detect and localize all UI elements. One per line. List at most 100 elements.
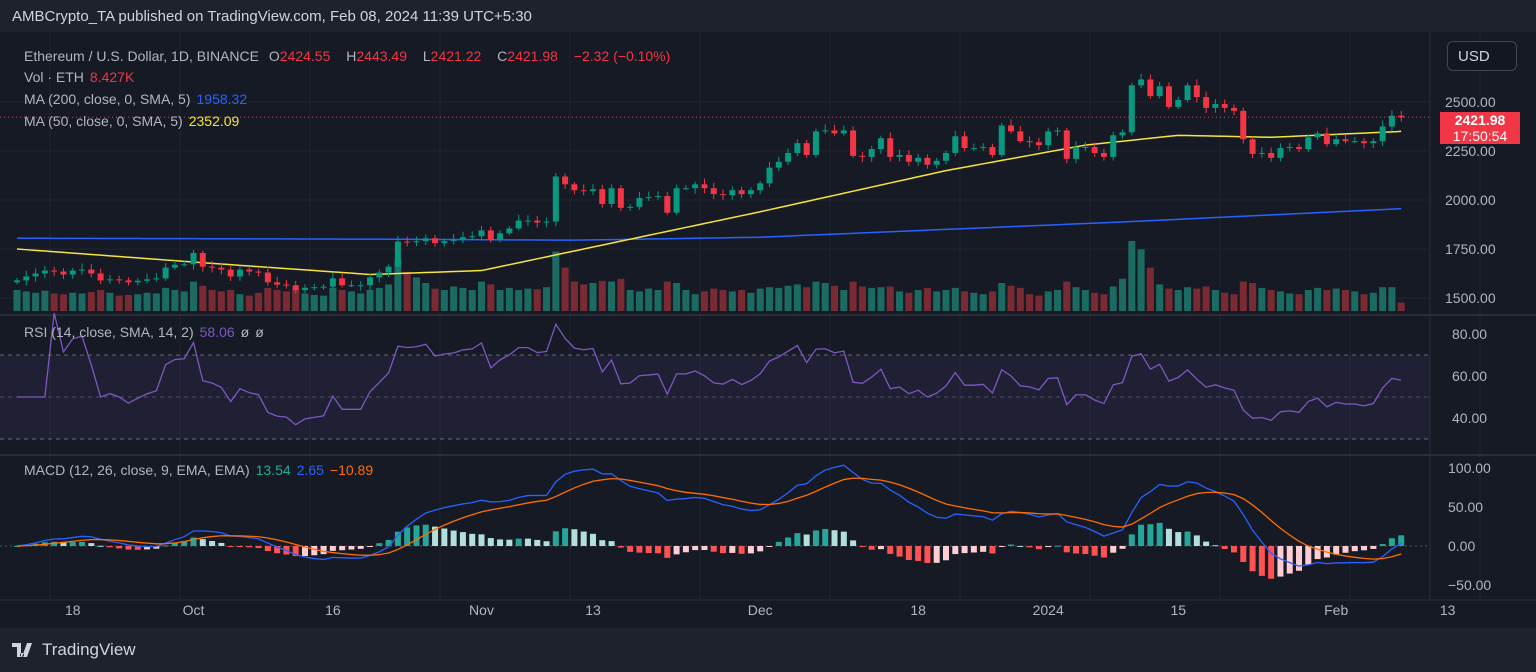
candle-body bbox=[385, 266, 392, 273]
macd-histogram-bar bbox=[868, 546, 875, 550]
macd-histogram-bar bbox=[850, 540, 857, 546]
candle-body bbox=[1054, 130, 1061, 132]
macd-histogram-bar bbox=[367, 546, 374, 547]
volume-bar bbox=[1314, 287, 1322, 311]
macd-histogram-bar bbox=[376, 543, 383, 546]
volume-bar bbox=[654, 290, 662, 311]
macd-histogram-bar bbox=[506, 539, 513, 546]
rsi-legend[interactable]: RSI (14, close, SMA, 14, 2) 58.06 ø ø bbox=[24, 324, 270, 340]
ma200-legend[interactable]: MA (200, close, 0, SMA, 5) 1958.32 bbox=[24, 91, 253, 107]
volume-bar bbox=[245, 295, 253, 311]
candle bbox=[209, 260, 216, 273]
macd-histogram-bar bbox=[469, 533, 476, 546]
candle-body bbox=[1221, 103, 1228, 108]
candle bbox=[97, 268, 104, 285]
volume-bar bbox=[738, 290, 746, 311]
last-price-tag: 2421.98 17:50:54 bbox=[1440, 112, 1520, 144]
high-value: 2443.49 bbox=[356, 48, 407, 64]
macd-histogram-bar bbox=[571, 529, 578, 546]
high-label: H bbox=[346, 48, 357, 64]
volume-bar bbox=[1035, 295, 1043, 311]
candle-body bbox=[181, 264, 188, 266]
volume-bar bbox=[970, 292, 978, 311]
low-value: 2421.22 bbox=[430, 48, 482, 64]
candle bbox=[69, 267, 76, 279]
candle bbox=[106, 275, 113, 284]
volume-bar bbox=[700, 291, 708, 311]
candle bbox=[729, 186, 736, 200]
volume-bar bbox=[682, 290, 690, 311]
volume-bar bbox=[282, 291, 290, 311]
tradingview-logo[interactable]: TradingView bbox=[12, 640, 136, 660]
ma50-legend[interactable]: MA (50, close, 0, SMA, 5) 2352.09 bbox=[24, 113, 245, 129]
macd-histogram-bar bbox=[264, 546, 271, 552]
chart-canvas[interactable]: 2500.00 2250.00 2000.00 1750.00 1500.00 80.00… bbox=[0, 32, 1536, 628]
price-axis-label: 2250.00 bbox=[1445, 143, 1496, 159]
candle-body bbox=[153, 278, 160, 280]
macd-histogram-bar bbox=[915, 546, 922, 561]
macd-histogram-bar bbox=[515, 538, 522, 546]
candle-body bbox=[116, 279, 123, 281]
volume-bar bbox=[273, 290, 281, 311]
macd-histogram-bar bbox=[943, 546, 949, 561]
candle-body bbox=[1147, 79, 1154, 97]
candle bbox=[497, 230, 504, 243]
ma50-line bbox=[16, 130, 1402, 276]
macd-histogram-bar bbox=[1388, 538, 1395, 546]
candle bbox=[812, 128, 819, 158]
candle-body bbox=[32, 273, 39, 277]
macd-histogram-bar bbox=[1379, 544, 1386, 546]
volume-bar bbox=[608, 281, 616, 311]
macd-histogram-bar bbox=[1342, 546, 1349, 553]
volume-bar bbox=[32, 292, 40, 311]
rsi-axis-label: 40.00 bbox=[1452, 410, 1487, 426]
candle bbox=[469, 231, 476, 241]
volume-bar bbox=[1156, 284, 1164, 311]
macd-axis-label: −50.00 bbox=[1448, 577, 1491, 593]
chart-area[interactable]: 2500.00 2250.00 2000.00 1750.00 1500.00 80.00… bbox=[0, 32, 1536, 628]
volume-bar bbox=[87, 292, 95, 311]
macd-histogram-bar bbox=[1212, 545, 1219, 547]
volume-bar bbox=[951, 287, 959, 311]
macd-histogram-bar bbox=[1110, 546, 1117, 553]
volume-bar bbox=[1388, 287, 1396, 311]
candle-body bbox=[506, 228, 513, 234]
volume-bar bbox=[979, 294, 987, 311]
volume-bar bbox=[1137, 249, 1145, 311]
symbol-title[interactable]: Ethereum / U.S. Dollar, 1D, BINANCE bbox=[24, 48, 259, 64]
macd-histogram-bar bbox=[171, 542, 178, 546]
macd-histogram-bar bbox=[116, 546, 123, 549]
volume-bar bbox=[69, 292, 77, 311]
volume-bar bbox=[1193, 288, 1201, 311]
macd-histogram-bar bbox=[961, 546, 968, 554]
candle bbox=[608, 184, 615, 208]
macd-histogram-bar bbox=[88, 543, 95, 546]
macd-histogram-bar bbox=[441, 528, 448, 546]
macd-histogram-bar bbox=[1351, 546, 1358, 552]
candle-body bbox=[144, 279, 151, 281]
macd-histogram-bar bbox=[478, 534, 485, 546]
volume-bar bbox=[385, 284, 393, 311]
volume-bar bbox=[13, 290, 21, 311]
macd-histogram-bar bbox=[236, 546, 243, 547]
candle bbox=[1054, 127, 1061, 137]
candle-body bbox=[673, 188, 680, 213]
volume-bar bbox=[208, 290, 216, 311]
macd-histogram-bar bbox=[1230, 546, 1237, 553]
volume-legend[interactable]: Vol · ETH 8.427K bbox=[24, 69, 140, 85]
volume-bar bbox=[1379, 287, 1387, 311]
candle bbox=[1277, 143, 1284, 162]
macd-legend[interactable]: MACD (12, 26, close, 9, EMA, EMA) 13.54 2.… bbox=[24, 462, 379, 478]
candle bbox=[1100, 148, 1107, 161]
volume-bar bbox=[1063, 281, 1071, 311]
candle bbox=[1230, 104, 1237, 116]
candle-body bbox=[171, 264, 178, 268]
candle bbox=[1082, 141, 1089, 152]
volume-bar bbox=[933, 291, 941, 311]
macd-histogram-bar bbox=[450, 530, 457, 546]
candle bbox=[1323, 127, 1330, 147]
currency-button[interactable]: USD bbox=[1447, 41, 1517, 71]
macd-histogram-bar bbox=[1175, 532, 1182, 546]
candle-body bbox=[952, 136, 959, 153]
candle bbox=[274, 276, 281, 289]
